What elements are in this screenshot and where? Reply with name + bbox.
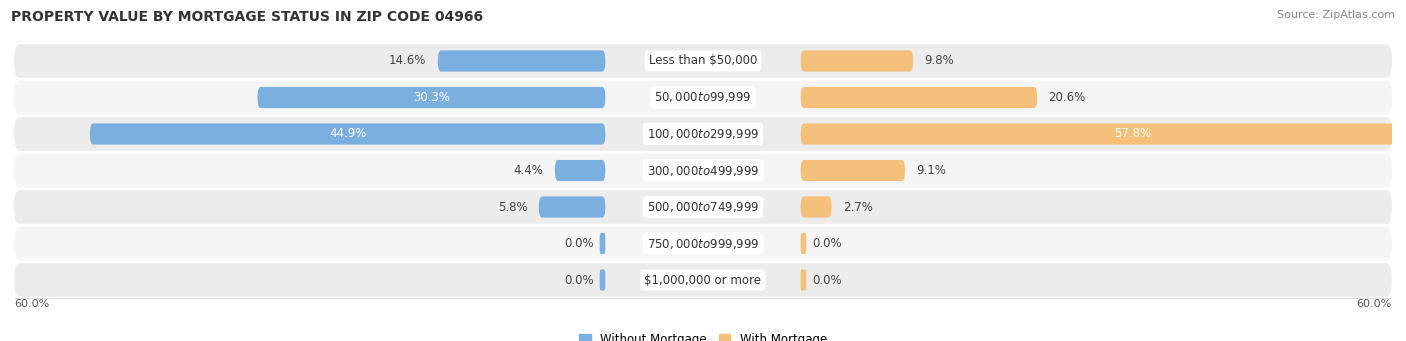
FancyBboxPatch shape bbox=[800, 196, 831, 218]
Text: $50,000 to $99,999: $50,000 to $99,999 bbox=[654, 90, 752, 104]
FancyBboxPatch shape bbox=[257, 87, 606, 108]
FancyBboxPatch shape bbox=[14, 263, 1392, 297]
Text: Less than $50,000: Less than $50,000 bbox=[648, 55, 758, 68]
Text: 5.8%: 5.8% bbox=[498, 201, 527, 213]
Text: 60.0%: 60.0% bbox=[14, 299, 49, 309]
FancyBboxPatch shape bbox=[800, 160, 905, 181]
Text: $500,000 to $749,999: $500,000 to $749,999 bbox=[647, 200, 759, 214]
Text: 57.8%: 57.8% bbox=[1114, 128, 1152, 140]
Text: 20.6%: 20.6% bbox=[1049, 91, 1085, 104]
Text: 0.0%: 0.0% bbox=[564, 273, 593, 286]
Text: 4.4%: 4.4% bbox=[513, 164, 543, 177]
Text: 0.0%: 0.0% bbox=[813, 237, 842, 250]
Text: 60.0%: 60.0% bbox=[1357, 299, 1392, 309]
Text: Source: ZipAtlas.com: Source: ZipAtlas.com bbox=[1277, 10, 1395, 20]
FancyBboxPatch shape bbox=[14, 117, 1392, 151]
Text: $750,000 to $999,999: $750,000 to $999,999 bbox=[647, 237, 759, 251]
FancyBboxPatch shape bbox=[599, 233, 606, 254]
Text: 30.3%: 30.3% bbox=[413, 91, 450, 104]
FancyBboxPatch shape bbox=[800, 87, 1038, 108]
FancyBboxPatch shape bbox=[14, 44, 1392, 78]
FancyBboxPatch shape bbox=[437, 50, 606, 72]
Text: $100,000 to $299,999: $100,000 to $299,999 bbox=[647, 127, 759, 141]
FancyBboxPatch shape bbox=[800, 123, 1406, 145]
Text: 9.1%: 9.1% bbox=[917, 164, 946, 177]
Text: 9.8%: 9.8% bbox=[925, 55, 955, 68]
FancyBboxPatch shape bbox=[14, 190, 1392, 224]
FancyBboxPatch shape bbox=[800, 233, 807, 254]
Text: 0.0%: 0.0% bbox=[564, 237, 593, 250]
FancyBboxPatch shape bbox=[14, 81, 1392, 114]
FancyBboxPatch shape bbox=[14, 227, 1392, 260]
FancyBboxPatch shape bbox=[599, 269, 606, 291]
Text: 44.9%: 44.9% bbox=[329, 128, 367, 140]
FancyBboxPatch shape bbox=[800, 269, 807, 291]
FancyBboxPatch shape bbox=[14, 154, 1392, 187]
FancyBboxPatch shape bbox=[90, 123, 606, 145]
Text: PROPERTY VALUE BY MORTGAGE STATUS IN ZIP CODE 04966: PROPERTY VALUE BY MORTGAGE STATUS IN ZIP… bbox=[11, 10, 484, 24]
Text: 2.7%: 2.7% bbox=[844, 201, 873, 213]
Text: 0.0%: 0.0% bbox=[813, 273, 842, 286]
Text: $300,000 to $499,999: $300,000 to $499,999 bbox=[647, 163, 759, 178]
FancyBboxPatch shape bbox=[555, 160, 606, 181]
FancyBboxPatch shape bbox=[538, 196, 606, 218]
Legend: Without Mortgage, With Mortgage: Without Mortgage, With Mortgage bbox=[574, 329, 832, 341]
FancyBboxPatch shape bbox=[800, 50, 912, 72]
Text: $1,000,000 or more: $1,000,000 or more bbox=[644, 273, 762, 286]
Text: 14.6%: 14.6% bbox=[389, 55, 426, 68]
